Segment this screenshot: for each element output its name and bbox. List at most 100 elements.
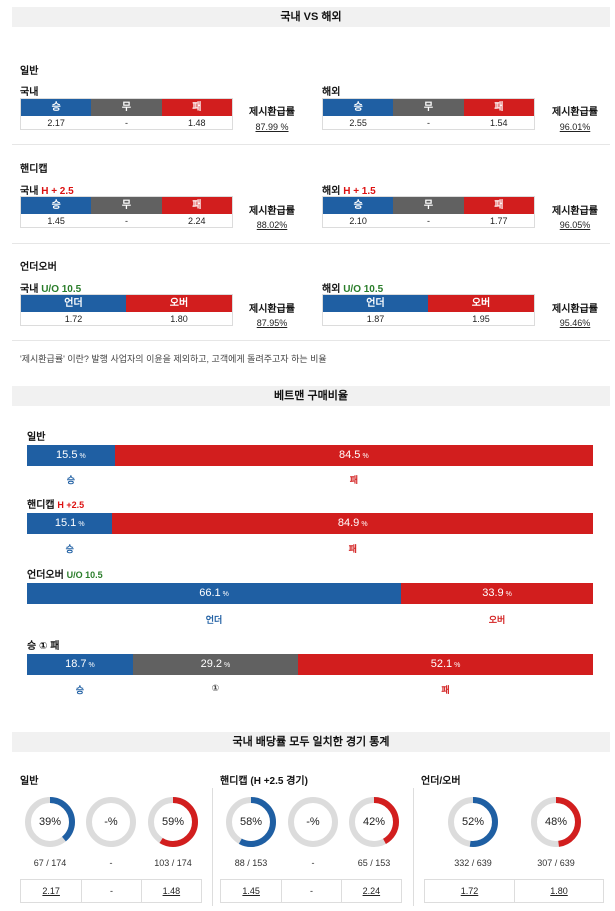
stats-odds-row-general: 2.17 - 1.48	[20, 879, 202, 903]
stats-count: 88 / 153	[234, 858, 268, 868]
ratio-label-handicap: 핸디캡 H +2.5	[27, 500, 85, 511]
donut-arc	[448, 797, 498, 847]
stats-count: 103 / 174	[154, 858, 192, 868]
ratio-segment-over: 33.9%	[401, 583, 593, 604]
domestic-handicap-label: 국내 H + 2.5	[20, 186, 74, 197]
ratio-label-over: 오버	[488, 615, 506, 625]
donut-percent-label: -%	[306, 816, 320, 828]
percentage-donut: 42%	[348, 796, 400, 848]
odds-under: 1.72	[64, 314, 83, 324]
donut-percent-label: 58%	[239, 816, 263, 828]
group-label-general: 일반	[20, 66, 39, 77]
odds-over: 1.80	[170, 314, 188, 324]
donut-percent-label: 39%	[38, 816, 62, 828]
stats-odds-draw: -	[81, 880, 140, 902]
header-lose: 패	[463, 197, 534, 214]
ratio-label-underover: 언더오버 U/O 10.5	[27, 570, 103, 581]
domestic-general-odds-table: 승 무 패 2.17 - 1.48	[20, 98, 233, 130]
odds-draw: -	[124, 216, 128, 226]
ratio-segment-lose: 84.9%	[112, 513, 593, 534]
section-title-betman-ratio: 베트맨 구매비율	[12, 386, 610, 406]
header-over: 오버	[126, 295, 232, 312]
odds-under: 1.87	[366, 314, 385, 324]
stats-count: -	[311, 858, 315, 868]
refund-rate-label: 제시환급률	[249, 206, 295, 217]
donut-percent-label: 59%	[161, 816, 185, 828]
ratio-label-wdl: 승 ① 패	[27, 641, 60, 652]
header-lose: 패	[161, 197, 232, 214]
odds-lose: 1.48	[188, 118, 206, 128]
stats-odds-draw: -	[281, 880, 340, 902]
donut-track	[86, 797, 136, 847]
divider	[12, 243, 610, 244]
ratio-bar-handicap: 15.1% 84.9%	[27, 513, 593, 534]
stats-odds-win: 1.45	[242, 886, 260, 896]
ratio-segment-draw: 29.2%	[132, 654, 299, 675]
ratio-bar-wdl: 18.7% 29.2% 52.1%	[27, 654, 593, 675]
group-label-handicap: 핸디캡	[20, 164, 48, 175]
ratio-label-win: 승	[75, 685, 85, 695]
header-under: 언더	[21, 295, 126, 312]
ratio-label-general: 일반	[27, 432, 46, 443]
odds-lose: 2.24	[188, 216, 206, 226]
percentage-donut: 52%	[447, 796, 499, 848]
overseas-underover-odds-table: 언더 오버 1.87 1.95	[322, 294, 535, 326]
stats-label-handicap: 핸디캡 (H +2.5 경기)	[220, 776, 308, 787]
percentage-donut: 59%	[147, 796, 199, 848]
refund-rate-label: 제시환급률	[249, 107, 295, 118]
header-win: 승	[21, 99, 92, 116]
ratio-label-draw: ①	[211, 683, 220, 693]
stats-odds-lose: 1.48	[140, 880, 201, 902]
refund-rate-value: 87.95%	[256, 318, 288, 328]
header-lose: 패	[463, 99, 534, 116]
overseas-label: 해외	[322, 87, 341, 98]
stats-count: 67 / 174	[33, 858, 67, 868]
refund-rate-note: '제시환급률' 이란? 발행 사업자의 이윤을 제외하고, 고객에게 돌려주고자…	[20, 354, 327, 364]
donut-arc	[349, 797, 399, 847]
stats-odds-over: 1.80	[514, 880, 603, 902]
header-draw: 무	[393, 197, 464, 214]
odds-over: 1.95	[472, 314, 490, 324]
donut-arc	[226, 797, 276, 847]
donut-percent-label: 52%	[461, 816, 485, 828]
header-win: 승	[323, 197, 394, 214]
stats-odds-win: 2.17	[42, 886, 60, 896]
header-win: 승	[21, 197, 92, 214]
ratio-label-win: 승	[65, 544, 74, 554]
ratio-bar-underover: 66.1% 33.9%	[27, 583, 593, 604]
divider	[12, 144, 610, 145]
odds-lose: 1.54	[490, 118, 508, 128]
header-under: 언더	[323, 295, 428, 312]
stats-label-underover: 언더/오버	[421, 776, 461, 787]
header-win: 승	[323, 99, 394, 116]
percentage-donut: -%	[85, 796, 137, 848]
stats-odds-row-handicap: 1.45 - 2.24	[220, 879, 402, 903]
stats-column-separator	[413, 788, 414, 906]
donut-arc	[531, 797, 581, 847]
ratio-segment-win: 15.5%	[27, 445, 115, 466]
domestic-label: 국내	[20, 87, 39, 98]
header-lose: 패	[161, 99, 232, 116]
donut-arc	[148, 797, 198, 847]
stats-count: -	[109, 858, 113, 868]
donut-arc	[25, 797, 75, 847]
header-draw: 무	[393, 99, 464, 116]
refund-rate-value: 96.05%	[559, 220, 591, 230]
ratio-segment-lose: 84.5%	[114, 445, 593, 466]
percentage-donut: 39%	[24, 796, 76, 848]
divider	[12, 340, 610, 341]
ratio-segment-win: 15.1%	[27, 513, 113, 534]
ratio-label-lose: 패	[349, 475, 358, 485]
odds-draw: -	[426, 118, 430, 128]
stats-count: 65 / 153	[357, 858, 391, 868]
domestic-underover-odds-table: 언더 오버 1.72 1.80	[20, 294, 233, 326]
ratio-label-under: 언더	[205, 615, 223, 625]
donut-percent-label: 42%	[362, 816, 386, 828]
ratio-segment-under: 66.1%	[27, 583, 402, 604]
group-label-underover: 언더오버	[20, 262, 57, 273]
overseas-handicap-odds-table: 승 무 패 2.10 - 1.77	[322, 196, 535, 228]
odds-win: 2.10	[349, 216, 367, 226]
refund-rate-label: 제시환급률	[552, 304, 598, 315]
stats-column-separator	[212, 788, 213, 906]
stats-count: 332 / 639	[454, 858, 492, 868]
